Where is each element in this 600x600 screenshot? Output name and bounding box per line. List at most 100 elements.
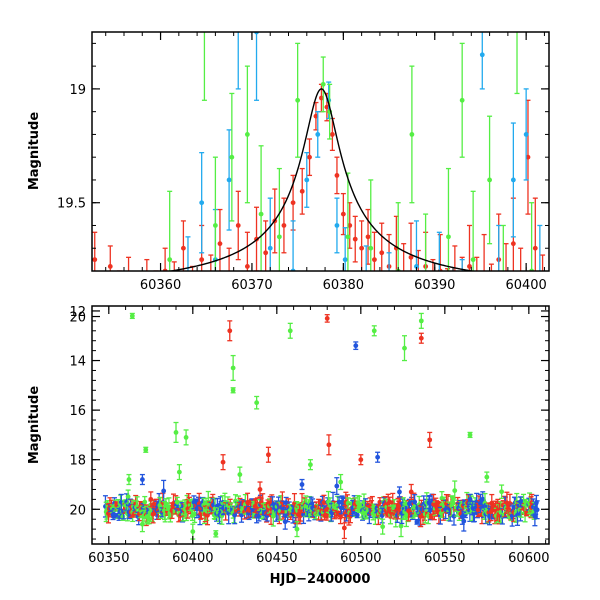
- data-marker: [263, 250, 269, 256]
- bottom-x-axis-label: HJD−2400000: [270, 572, 371, 587]
- bottom-axis-ticks: 60350 60400 60450 60500 60550 60600 12 14 16 18 20: [69, 305, 549, 566]
- data-marker: [518, 511, 523, 516]
- data-point: [408, 483, 414, 501]
- data-marker: [287, 328, 293, 334]
- data-marker: [227, 328, 233, 334]
- data-point: [129, 312, 135, 320]
- data-point: [226, 247, 232, 271]
- x-tick-label: 60380: [323, 278, 364, 293]
- y-tick-label: 12: [69, 305, 86, 320]
- data-marker: [460, 291, 465, 296]
- y-tick-label: 14: [69, 355, 86, 370]
- data-marker: [496, 273, 501, 278]
- data-point: [324, 314, 330, 323]
- data-point: [452, 245, 458, 271]
- y-tick-label: 20: [69, 503, 86, 518]
- data-marker: [235, 223, 241, 228]
- data-marker: [237, 472, 243, 477]
- data-point: [514, 32, 520, 95]
- data-point: [320, 56, 326, 113]
- data-point: [235, 190, 241, 261]
- data-point: [510, 122, 516, 238]
- data-marker: [236, 18, 241, 23]
- top-panel-frame: [91, 31, 550, 272]
- data-marker: [427, 437, 433, 443]
- data-marker: [181, 245, 186, 251]
- data-marker: [414, 264, 419, 269]
- data-marker: [487, 177, 492, 183]
- data-marker: [375, 454, 381, 460]
- data-point: [226, 129, 232, 231]
- data-point: [423, 213, 429, 271]
- data-point: [257, 481, 263, 498]
- data-point: [304, 151, 310, 208]
- data-point: [230, 387, 236, 394]
- data-point: [139, 473, 145, 486]
- data-marker: [358, 457, 364, 463]
- data-marker: [334, 223, 340, 228]
- data-point: [352, 215, 358, 263]
- data-point: [338, 507, 344, 525]
- data-marker: [154, 296, 159, 301]
- data-marker: [534, 507, 540, 513]
- data-marker: [467, 432, 473, 438]
- data-point: [107, 245, 113, 271]
- data-marker: [408, 489, 414, 495]
- data-point: [220, 454, 226, 471]
- data-point: [287, 322, 293, 339]
- data-point: [299, 478, 305, 491]
- data-marker: [290, 200, 296, 206]
- data-point: [363, 245, 369, 285]
- data-marker: [320, 81, 326, 87]
- data-marker: [117, 291, 122, 296]
- data-marker: [126, 477, 132, 482]
- x-tick-label: 60600: [508, 551, 549, 566]
- x-tick-label: 60350: [88, 551, 129, 566]
- data-point: [496, 224, 502, 278]
- data-point: [315, 111, 321, 158]
- data-point: [499, 484, 505, 500]
- data-marker: [294, 526, 300, 532]
- data-point: [500, 224, 506, 271]
- data-point: [368, 179, 374, 271]
- data-point: [276, 167, 282, 271]
- x-tick-label: 60450: [256, 551, 297, 566]
- data-point: [208, 254, 214, 271]
- bottom-panel-frame: [91, 305, 550, 545]
- data-marker: [324, 513, 330, 518]
- data-point: [281, 197, 287, 254]
- data-point: [379, 222, 385, 271]
- data-marker: [499, 489, 505, 495]
- x-tick-label: 60400: [505, 278, 546, 293]
- y-tick-label: 20: [69, 311, 86, 326]
- data-marker: [467, 496, 473, 502]
- data-marker: [329, 132, 335, 137]
- data-marker: [212, 223, 218, 228]
- data-marker: [510, 241, 516, 247]
- data-marker: [256, 514, 262, 519]
- data-marker: [126, 273, 131, 278]
- data-marker: [445, 303, 450, 308]
- data-point: [199, 151, 205, 254]
- data-marker: [92, 257, 98, 263]
- data-marker: [254, 400, 260, 406]
- data-point: [244, 231, 250, 271]
- data-point: [235, 18, 241, 90]
- data-marker: [510, 177, 516, 183]
- data-marker: [205, 512, 210, 518]
- data-marker: [460, 303, 465, 308]
- data-point: [436, 231, 442, 271]
- data-point: [148, 491, 154, 508]
- data-marker: [299, 482, 305, 487]
- data-point: [430, 258, 436, 271]
- data-marker: [364, 280, 369, 285]
- data-marker: [229, 154, 235, 160]
- data-marker: [230, 365, 236, 371]
- data-point: [244, 65, 250, 204]
- data-marker: [230, 387, 236, 393]
- data-point: [459, 258, 465, 308]
- data-marker: [470, 257, 476, 263]
- top-axis-ticks: 60360 60370 60380 60390 60400 19 19.5 20: [57, 32, 549, 326]
- data-marker: [307, 154, 312, 160]
